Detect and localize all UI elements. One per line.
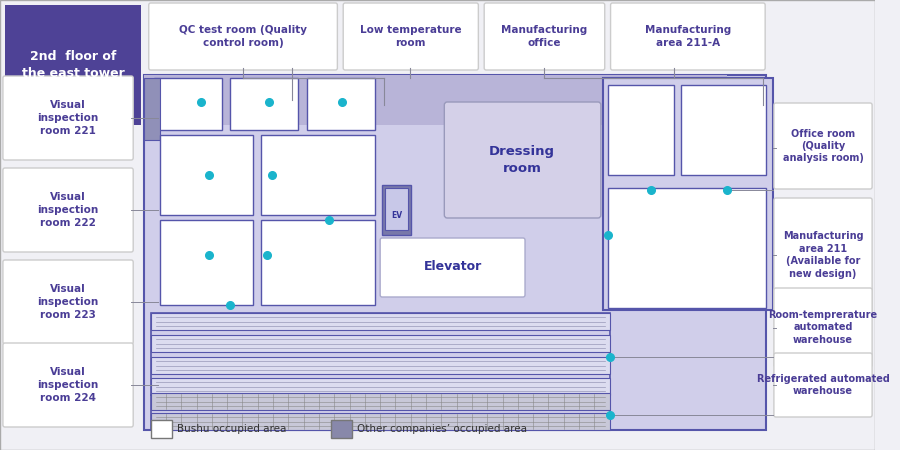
FancyBboxPatch shape (774, 288, 872, 367)
Bar (150, 393, 609, 410)
FancyBboxPatch shape (774, 353, 872, 417)
Bar (307, 78, 375, 130)
Text: Bushu occupied area: Bushu occupied area (177, 424, 286, 434)
Bar (160, 220, 253, 305)
Text: EV: EV (392, 211, 402, 220)
Bar (150, 313, 609, 395)
Text: Other companies’ occupied area: Other companies’ occupied area (356, 424, 526, 434)
Bar (382, 185, 411, 235)
FancyBboxPatch shape (774, 198, 872, 312)
Text: Visual
inspection
room 223: Visual inspection room 223 (38, 284, 99, 320)
FancyBboxPatch shape (774, 103, 872, 189)
FancyBboxPatch shape (3, 168, 133, 252)
FancyBboxPatch shape (3, 260, 133, 344)
Text: Visual
inspection
room 222: Visual inspection room 222 (38, 192, 99, 228)
FancyBboxPatch shape (380, 238, 525, 297)
Bar (4, 5, 141, 125)
Text: Manufacturing
office: Manufacturing office (501, 25, 588, 48)
Bar (150, 357, 609, 374)
Bar (144, 78, 160, 140)
Text: Low temperature
room: Low temperature room (360, 25, 462, 48)
Text: Elevator: Elevator (424, 261, 482, 274)
Bar (4, 5, 141, 125)
Bar (608, 85, 674, 175)
Text: Visual
inspection
room 224: Visual inspection room 224 (38, 367, 99, 403)
Text: Dressing
room: Dressing room (489, 145, 555, 175)
Bar (385, 188, 409, 230)
Bar (144, 75, 727, 125)
FancyBboxPatch shape (343, 3, 478, 70)
Bar (150, 313, 609, 330)
FancyBboxPatch shape (3, 343, 133, 427)
FancyBboxPatch shape (484, 3, 605, 70)
Bar (150, 335, 609, 352)
Text: 2nd  floor of
the east tower: 2nd floor of the east tower (22, 50, 124, 80)
Bar (330, 420, 352, 438)
Text: Manufacturing
area 211-A: Manufacturing area 211-A (644, 25, 731, 48)
Text: Visual
inspection
room 221: Visual inspection room 221 (38, 100, 99, 136)
Bar (150, 395, 609, 430)
Bar (261, 220, 375, 305)
Bar (154, 78, 221, 130)
Bar (608, 188, 766, 308)
FancyBboxPatch shape (445, 102, 601, 218)
Text: QC test room (Quality
control room): QC test room (Quality control room) (179, 25, 307, 48)
Bar (150, 420, 172, 438)
FancyBboxPatch shape (3, 76, 133, 160)
Text: Manufacturing
area 211
(Available for
new design): Manufacturing area 211 (Available for ne… (783, 231, 863, 279)
Bar (150, 413, 609, 430)
Text: Office room
(Quality
analysis room): Office room (Quality analysis room) (783, 129, 863, 163)
Text: Refrigerated automated
warehouse: Refrigerated automated warehouse (757, 374, 889, 396)
Bar (150, 378, 609, 395)
Bar (603, 78, 773, 310)
Bar (680, 85, 766, 175)
Text: Room-temprerature
automated
warehouse: Room-temprerature automated warehouse (769, 310, 878, 345)
Bar (144, 75, 766, 430)
FancyBboxPatch shape (610, 3, 765, 70)
Bar (261, 135, 375, 215)
Bar (160, 135, 253, 215)
FancyBboxPatch shape (148, 3, 338, 70)
Bar (230, 78, 299, 130)
